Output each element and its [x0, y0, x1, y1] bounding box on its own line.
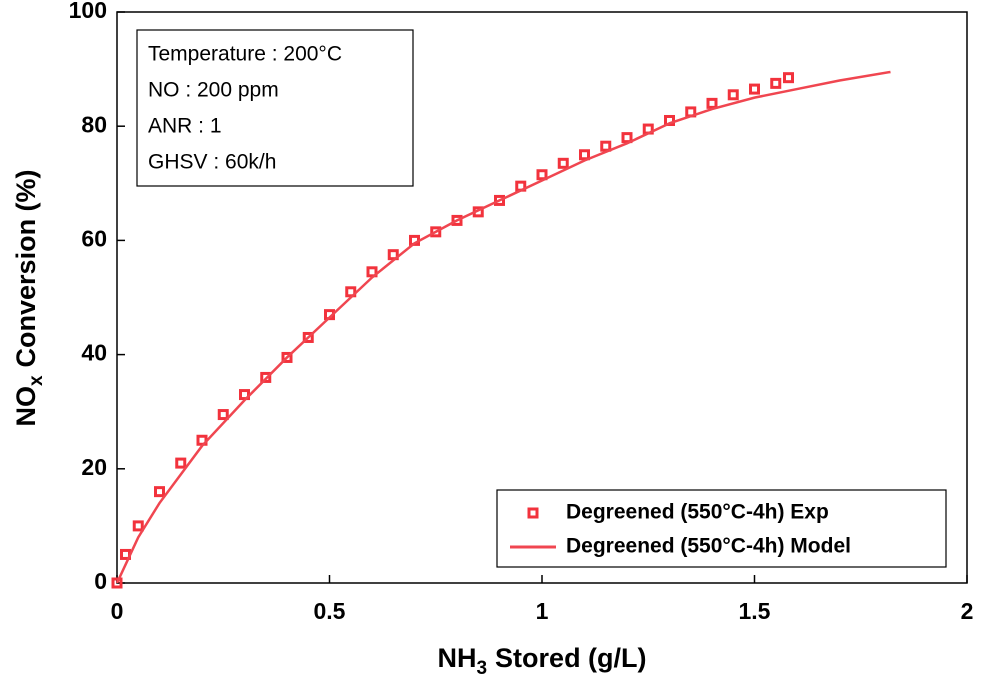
exp-point [494, 194, 505, 206]
exp-point [579, 149, 590, 161]
annotation: GHSV : 60k/h [148, 151, 276, 174]
exp-point [600, 140, 612, 152]
exp-point [557, 157, 569, 169]
exp-point [536, 169, 548, 181]
legend-marker [527, 507, 539, 519]
x-tick-label: 1.5 [739, 598, 771, 624]
y-tick-label: 40 [81, 340, 107, 366]
exp-point [111, 577, 123, 589]
x-tick-label: 2 [961, 598, 974, 624]
y-tick-label: 60 [81, 225, 107, 251]
y-tick-label: 20 [81, 454, 107, 480]
annotation: NO : 200 ppm [148, 79, 279, 102]
exp-point [154, 486, 165, 498]
legend-label: Degreened (550°C-4h) Exp [566, 501, 829, 524]
y-tick-label: 80 [81, 111, 107, 137]
exp-point [302, 331, 314, 343]
legend-label: Degreened (550°C-4h) Model [566, 535, 851, 558]
annotation: Temperature : 200°C [148, 43, 342, 66]
exp-point [366, 266, 378, 278]
exp-point [281, 351, 293, 363]
exp-point [749, 83, 760, 95]
x-tick-label: 0.5 [314, 598, 346, 624]
y-axis-label: NOxConversion (%) [11, 169, 47, 426]
y-tick-label: 0 [94, 568, 107, 594]
model-line [115, 70, 891, 584]
exp-point [727, 89, 739, 101]
x-axis-label: NH3 Stored (g/L) [437, 643, 646, 679]
exp-point [430, 226, 442, 238]
exp-point [260, 371, 272, 383]
annotation: ANR : 1 [148, 115, 222, 138]
y-tick-label: 100 [69, 0, 107, 23]
exp-point [175, 457, 187, 469]
x-tick-label: 1 [536, 598, 549, 624]
legend-box [496, 489, 947, 568]
exp-point [451, 214, 463, 226]
exp-point [387, 249, 399, 261]
x-tick-label: 0 [111, 598, 124, 624]
exp-point [132, 520, 144, 532]
exp-point [217, 409, 229, 421]
exp-point [621, 132, 633, 144]
annotation-box [136, 29, 414, 187]
exp-point [706, 97, 718, 109]
exp-point [783, 72, 794, 84]
exp-point [770, 77, 782, 89]
